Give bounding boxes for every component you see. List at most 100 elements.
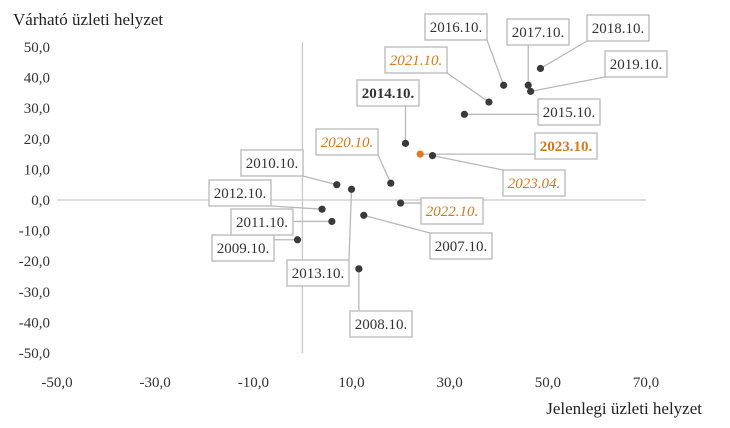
label-box <box>534 132 598 160</box>
y-tick-label: -30,0 <box>19 285 50 301</box>
data-point-2016-10 <box>500 81 508 89</box>
data-point-2015-10 <box>460 110 468 118</box>
point-label-text: 2023.10. <box>540 139 593 155</box>
x-axis-ticks: -50,0 -30,0 -10,0 10,0 30,0 50,0 70,0 <box>41 375 659 391</box>
data-point-2012-10 <box>318 205 326 213</box>
point-label-text: 2008.10. <box>355 317 408 333</box>
label-box <box>604 50 668 78</box>
point-label-2013-10: 2013.10. <box>286 189 353 287</box>
x-tick-label: 70,0 <box>633 375 659 391</box>
y-axis-ticks: 50,0 40,0 30,0 20,0 10,0 0,0 -10,0 -20,0 -30,0 -4… <box>19 40 50 362</box>
leader-line <box>486 39 505 86</box>
y-axis-title: Várható üzleti helyzet <box>13 10 163 29</box>
y-tick-label: -50,0 <box>19 346 50 362</box>
point-label-2018-10: 2018.10. <box>540 14 650 69</box>
point-label-2023-04: 2023.04. <box>432 154 566 197</box>
label-box <box>429 232 493 260</box>
point-label-text: 2014.10. <box>362 86 415 102</box>
leader-line <box>348 189 353 261</box>
data-point-2017-10 <box>524 81 532 89</box>
point-label-text: 2021.10. <box>390 53 443 69</box>
point-label-text: 2020.10. <box>321 135 374 151</box>
label-box <box>420 197 484 225</box>
x-axis-title: Jelenlegi üzleti helyzet <box>546 399 702 418</box>
point-label-text: 2015.10. <box>543 105 596 121</box>
x-tick-label: -10,0 <box>238 375 269 391</box>
point-label-2011-10: 2011.10. <box>230 208 332 236</box>
point-label-text: 2013.10. <box>292 266 345 282</box>
y-tick-label: 0,0 <box>31 193 50 209</box>
y-tick-label: -20,0 <box>19 254 50 270</box>
point-label-2012-10: 2012.10. <box>208 179 323 210</box>
label-box <box>230 208 294 236</box>
y-tick-label: 10,0 <box>24 162 50 178</box>
label-box <box>349 310 413 338</box>
point-label-text: 2022.10. <box>426 204 479 220</box>
y-tick-label: -10,0 <box>19 224 50 240</box>
point-label-text: 2010.10. <box>246 156 299 172</box>
label-box <box>356 79 420 107</box>
point-label-2014-10: 2014.10. <box>356 79 420 144</box>
point-label-text: 2023.04. <box>508 176 561 192</box>
data-point-2019-10 <box>527 87 535 95</box>
point-label-text: 2007.10. <box>435 239 488 255</box>
point-label-text: 2012.10. <box>214 186 267 202</box>
label-box <box>211 234 275 262</box>
leader-line <box>363 214 431 234</box>
label-box <box>586 14 650 42</box>
leader-line <box>270 205 323 210</box>
point-label-2010-10: 2010.10. <box>240 149 337 186</box>
point-label-text: 2011.10. <box>236 215 288 231</box>
data-point-2023-10 <box>416 150 424 158</box>
leader-line <box>540 40 588 69</box>
point-label-2017-10: 2017.10. <box>506 18 570 86</box>
point-label-2022-10: 2022.10. <box>400 197 484 225</box>
point-label-text: 2009.10. <box>217 241 270 257</box>
leader-line <box>302 175 337 186</box>
point-label-2021-10: 2021.10. <box>384 46 490 103</box>
point-label-2023-10: 2023.10. <box>420 132 598 160</box>
label-box <box>315 128 379 156</box>
x-tick-label: 10,0 <box>338 375 364 391</box>
data-point-2018-10 <box>536 64 545 73</box>
x-tick-label: 50,0 <box>535 375 561 391</box>
label-box <box>208 179 272 207</box>
label-box <box>286 259 350 287</box>
point-label-2015-10: 2015.10. <box>464 98 601 126</box>
data-point-2007-10 <box>360 211 368 219</box>
point-label-text: 2018.10. <box>592 21 645 37</box>
data-point-2014-10 <box>401 139 410 147</box>
point-label-2020-10: 2020.10. <box>315 128 392 184</box>
y-tick-label: 30,0 <box>24 101 50 117</box>
x-tick-label: 30,0 <box>437 375 463 391</box>
y-tick-label: 40,0 <box>24 71 50 87</box>
leader-line <box>446 72 490 103</box>
point-label-2016-10: 2016.10. <box>424 13 505 86</box>
point-label-text: 2016.10. <box>430 20 483 36</box>
point-label-2009-10: 2009.10. <box>211 234 298 262</box>
point-label-2019-10: 2019.10. <box>530 50 668 93</box>
leader-line <box>432 154 504 171</box>
data-point-2009-10 <box>293 236 302 244</box>
leader-line <box>530 76 606 93</box>
point-label-text: 2019.10. <box>610 57 663 73</box>
leader-line <box>377 154 392 184</box>
data-point-2013-10 <box>347 185 356 193</box>
data-point-2020-10 <box>387 179 395 187</box>
label-box <box>384 46 448 74</box>
point-label-2007-10: 2007.10. <box>363 214 493 260</box>
y-tick-label: -40,0 <box>19 315 50 331</box>
y-tick-label: 50,0 <box>24 40 50 56</box>
point-label-text: 2017.10. <box>512 25 565 41</box>
data-point-2010-10 <box>333 181 341 189</box>
label-box <box>537 98 601 126</box>
label-box <box>240 149 304 177</box>
data-point-2023-04 <box>428 152 437 160</box>
data-points <box>293 64 545 273</box>
label-box <box>506 18 570 46</box>
data-point-2021-10 <box>485 98 493 106</box>
data-point-2008-10 <box>355 265 363 273</box>
label-box <box>502 169 566 197</box>
point-label-2008-10: 2008.10. <box>349 268 413 338</box>
